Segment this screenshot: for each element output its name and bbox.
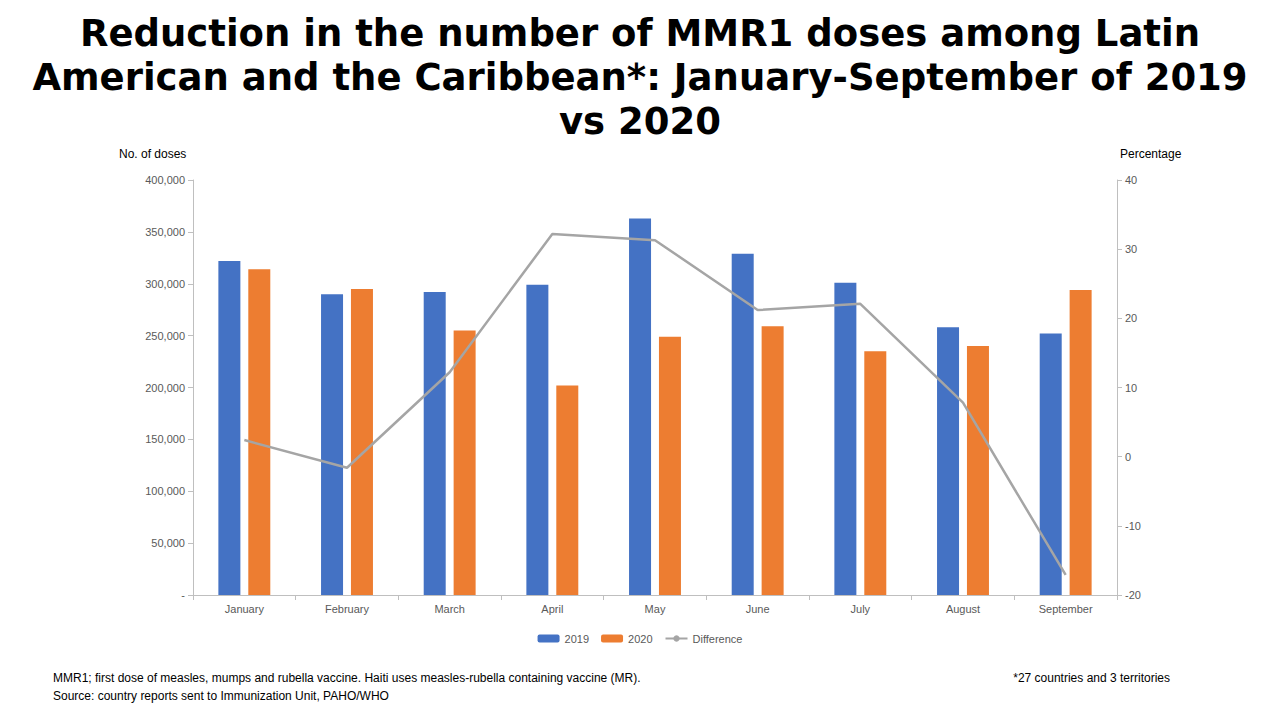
svg-text:March: March	[434, 603, 465, 615]
svg-text:Difference: Difference	[693, 633, 743, 645]
svg-text:-10: -10	[1125, 520, 1141, 532]
svg-text:2019: 2019	[565, 633, 589, 645]
svg-text:250,000: 250,000	[145, 330, 185, 342]
svg-text:May: May	[645, 603, 666, 615]
svg-text:August: August	[946, 603, 980, 615]
svg-text:*27 countries and 3 territorie: *27 countries and 3 territories	[1013, 671, 1170, 685]
svg-text:350,000: 350,000	[145, 226, 185, 238]
svg-text:400,000: 400,000	[145, 174, 185, 186]
svg-text:Source: country reports sent t: Source: country reports sent to Immuniza…	[53, 689, 389, 703]
svg-text:January: January	[225, 603, 265, 615]
svg-text:MMR1; first dose of measles, m: MMR1; first dose of measles, mumps and r…	[53, 671, 641, 685]
svg-text:April: April	[541, 603, 563, 615]
svg-text:-: -	[181, 589, 185, 601]
svg-text:300,000: 300,000	[145, 278, 185, 290]
svg-text:40: 40	[1125, 174, 1137, 186]
svg-text:June: June	[746, 603, 770, 615]
svg-text:150,000: 150,000	[145, 433, 185, 445]
svg-text:100,000: 100,000	[145, 485, 185, 497]
svg-text:Percentage: Percentage	[1120, 147, 1182, 161]
svg-text:No. of doses: No. of doses	[119, 147, 186, 161]
svg-text:September: September	[1039, 603, 1093, 615]
svg-text:2020: 2020	[628, 633, 652, 645]
html-text:Reduction in the number of MMR: Reduction in the number of MMR1 doses am…	[32, 12, 1248, 143]
svg-text:0: 0	[1125, 451, 1131, 463]
svg-text:30: 30	[1125, 243, 1137, 255]
svg-text:February: February	[325, 603, 370, 615]
svg-text:-20: -20	[1125, 589, 1141, 601]
svg-text:10: 10	[1125, 382, 1137, 394]
svg-text:20: 20	[1125, 312, 1137, 324]
svg-text:50,000: 50,000	[151, 537, 185, 549]
svg-text:200,000: 200,000	[145, 382, 185, 394]
svg-text:July: July	[851, 603, 871, 615]
